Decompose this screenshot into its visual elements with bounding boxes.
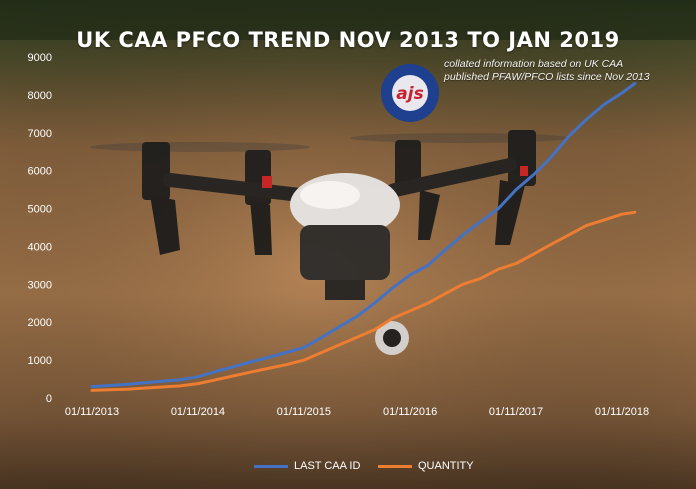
x-tick-label: 01/11/2013 <box>65 406 119 418</box>
series-lines <box>90 82 637 392</box>
ajs-logo: ajs <box>381 64 439 122</box>
series-line-quantity <box>90 210 637 392</box>
x-tick-label: 01/11/2016 <box>383 406 437 418</box>
source-note: collated information based on UK CAA pub… <box>444 58 650 83</box>
legend-item-last-caa-id: LAST CAA ID <box>254 460 360 472</box>
y-tick-label: 9000 <box>28 52 52 64</box>
logo-inner <box>392 75 428 111</box>
x-tick-label: 01/11/2014 <box>171 406 225 418</box>
y-axis: 0 1000 2000 3000 4000 5000 6000 7000 8000 9000 <box>28 52 52 405</box>
y-tick-label: 2000 <box>28 317 52 329</box>
y-tick-label: 6000 <box>28 166 52 178</box>
x-axis: 01/11/2013 01/11/2014 01/11/2015 01/11/2016… <box>65 406 649 418</box>
x-tick-label: 01/11/2017 <box>489 406 543 418</box>
y-tick-label: 1000 <box>28 355 52 367</box>
legend-label-quantity: QUANTITY <box>418 460 474 472</box>
series-line-last-caa-id <box>90 82 637 389</box>
legend-item-quantity: QUANTITY <box>378 460 474 472</box>
y-tick-label: 5000 <box>28 204 52 216</box>
y-tick-label: 4000 <box>28 241 52 253</box>
y-tick-label: 0 <box>46 393 52 405</box>
logo-text: ajs <box>396 84 423 104</box>
legend-label-last-caa-id: LAST CAA ID <box>294 460 361 472</box>
y-tick-label: 8000 <box>28 90 52 102</box>
y-tick-label: 7000 <box>28 128 52 140</box>
chart-title: UK CAA PFCO TREND NOV 2013 TO JAN 2019 <box>76 28 620 52</box>
drone-illustration <box>90 130 570 355</box>
y-tick-label: 3000 <box>28 279 52 291</box>
x-tick-label: 01/11/2018 <box>595 406 649 418</box>
x-tick-label: 01/11/2015 <box>277 406 331 418</box>
legend-swatch-last-caa-id <box>254 464 288 468</box>
legend-swatch-quantity <box>378 464 412 468</box>
